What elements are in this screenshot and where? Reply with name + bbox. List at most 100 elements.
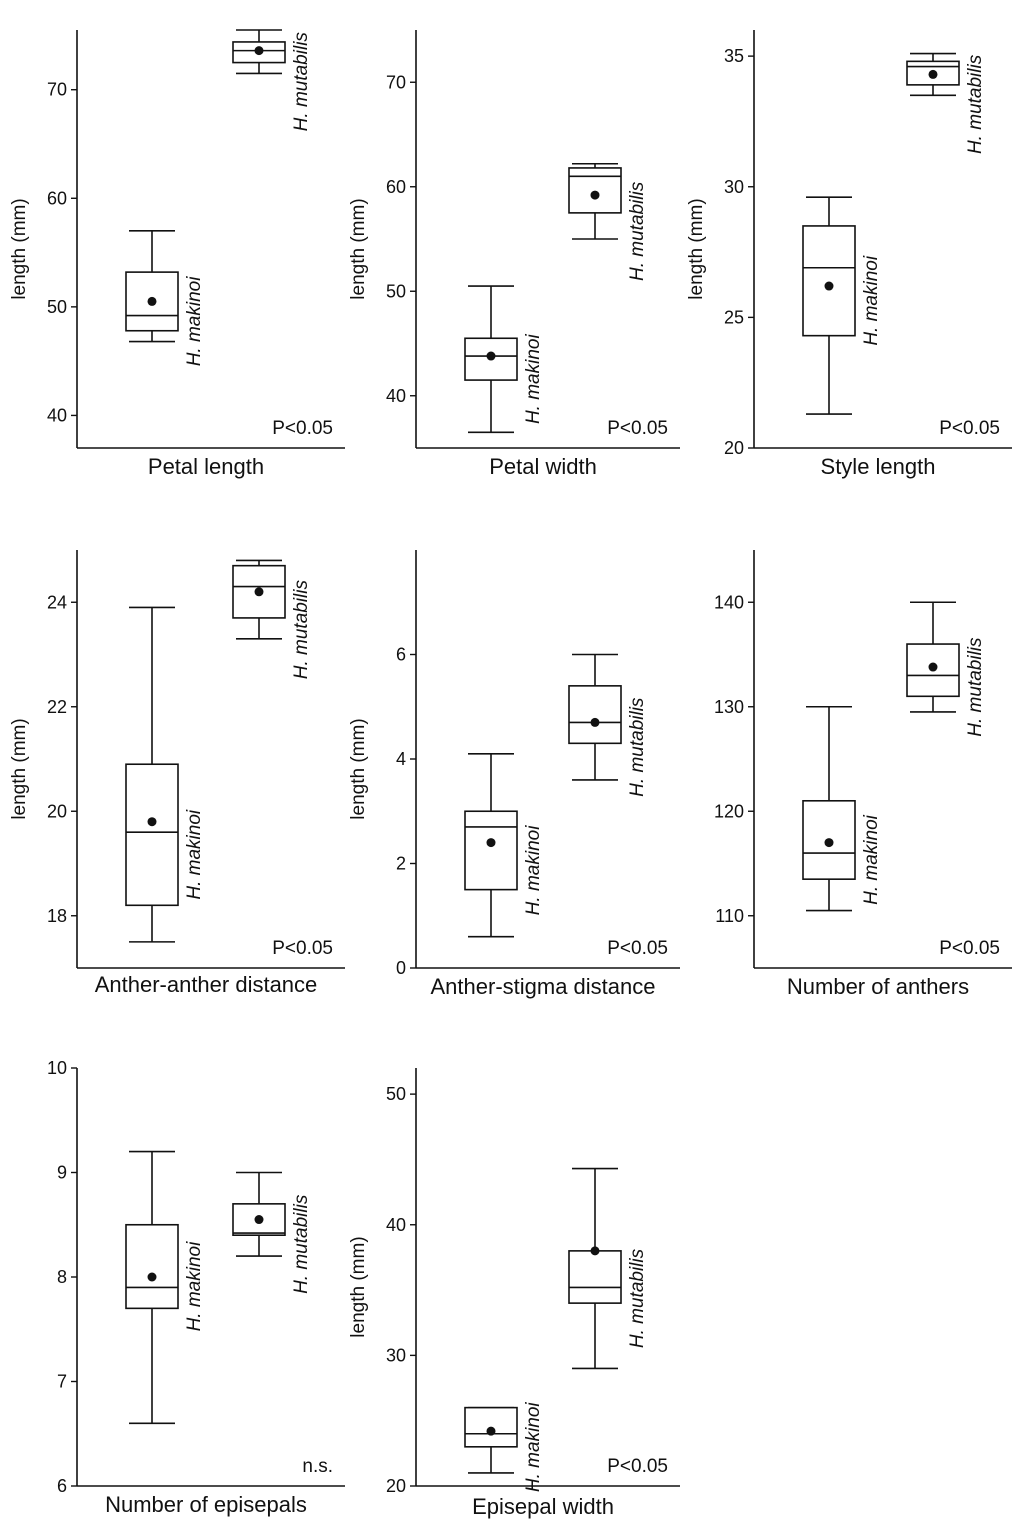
y-tick-label: 8 [57, 1267, 67, 1287]
significance-label: P<0.05 [607, 418, 668, 439]
y-tick-label: 9 [57, 1163, 67, 1183]
mean-point [147, 296, 157, 306]
box-series: H. mutabilis [568, 653, 648, 797]
chart-panel: 110 120 130 140 Number of anthers P<0.05 H. ma… [714, 550, 1012, 999]
mean-point [824, 838, 834, 848]
box-series: H. mutabilis [568, 1167, 648, 1370]
chart-panel: 40 50 60 70 length (mm) Petal length P<0.05 H. … [9, 29, 345, 479]
y-tick-label: 6 [57, 1476, 67, 1496]
mean-point [590, 717, 600, 727]
y-tick-label: 70 [386, 72, 406, 92]
significance-label: P<0.05 [272, 938, 333, 959]
species-label: H. mutabilis [291, 32, 312, 132]
y-tick-label: 140 [714, 592, 744, 612]
y-tick-label: 20 [724, 438, 744, 458]
box-series: H. mutabilis [232, 559, 312, 680]
mean-point [590, 190, 600, 200]
species-label: H. makinoi [523, 1402, 544, 1493]
y-tick-label: 40 [47, 405, 67, 425]
box-series: H. makinoi [802, 196, 882, 415]
chart-panel: 6 7 8 9 10 Number of episepals n.s. H. makinoi H… [47, 1058, 345, 1517]
box-series: H. mutabilis [906, 52, 986, 154]
mean-point [147, 1272, 157, 1282]
box-series: H. mutabilis [232, 29, 312, 132]
iqr-box [568, 685, 622, 745]
iqr-box [802, 225, 856, 337]
significance-label: P<0.05 [272, 418, 333, 439]
y-tick-label: 30 [386, 1345, 406, 1365]
mean-point [486, 1426, 496, 1436]
box-series: H. makinoi [464, 752, 544, 938]
y-tick-label: 60 [47, 188, 67, 208]
y-axis-label: length (mm) [348, 718, 369, 819]
mean-point [486, 838, 496, 848]
y-tick-label: 0 [396, 958, 406, 978]
mean-point [147, 817, 157, 827]
species-label: H. mutabilis [627, 1248, 648, 1348]
x-axis-label: Anther-anther distance [95, 972, 318, 997]
box-series: H. makinoi [464, 285, 544, 434]
y-tick-label: 40 [386, 1215, 406, 1235]
significance-label: P<0.05 [939, 938, 1000, 959]
box-series: H. mutabilis [906, 601, 986, 737]
iqr-box [568, 1250, 622, 1304]
species-label: H. mutabilis [291, 1194, 312, 1294]
y-tick-label: 60 [386, 177, 406, 197]
y-tick-label: 25 [724, 307, 744, 327]
y-tick-label: 10 [47, 1058, 67, 1078]
species-label: H. mutabilis [627, 181, 648, 281]
significance-label: P<0.05 [607, 938, 668, 959]
chart-panel: 20 30 40 50 length (mm) Episepal width P<0.05 H… [348, 1068, 680, 1519]
species-label: H. mutabilis [965, 637, 986, 737]
species-label: H. makinoi [861, 814, 882, 905]
y-tick-label: 70 [47, 80, 67, 100]
mean-point [928, 69, 938, 79]
species-label: H. mutabilis [627, 697, 648, 797]
y-tick-label: 20 [386, 1476, 406, 1496]
species-label: H. makinoi [184, 276, 205, 367]
iqr-box [125, 763, 179, 907]
species-label: H. makinoi [184, 1241, 205, 1332]
x-axis-label: Number of anthers [787, 974, 969, 999]
y-tick-label: 110 [715, 906, 744, 926]
box-series: H. makinoi [464, 1402, 544, 1493]
y-axis-label: length (mm) [686, 198, 707, 299]
mean-point [254, 1215, 264, 1225]
species-label: H. mutabilis [291, 580, 312, 680]
chart-panel: 0 2 4 6 length (mm) Anther-stigma distance P<0… [348, 550, 680, 999]
box-series: H. makinoi [125, 230, 205, 367]
y-tick-label: 2 [396, 854, 406, 874]
iqr-box [464, 810, 518, 891]
y-tick-label: 30 [724, 177, 744, 197]
y-tick-label: 50 [386, 1084, 406, 1104]
mean-point [254, 46, 264, 56]
box-series: H. mutabilis [232, 1171, 312, 1294]
mean-point [254, 587, 264, 597]
significance-label: n.s. [302, 1456, 333, 1477]
y-tick-label: 6 [396, 645, 406, 665]
species-label: H. makinoi [184, 809, 205, 900]
y-tick-label: 7 [57, 1372, 67, 1392]
significance-label: P<0.05 [939, 418, 1000, 439]
iqr-box [464, 1406, 518, 1448]
y-axis-label: length (mm) [9, 198, 30, 299]
x-axis-label: Style length [821, 454, 936, 479]
y-axis-label: length (mm) [348, 198, 369, 299]
species-label: H. mutabilis [965, 54, 986, 154]
y-tick-label: 22 [47, 697, 67, 717]
y-tick-label: 35 [724, 46, 744, 66]
y-tick-label: 120 [714, 801, 744, 821]
significance-label: P<0.05 [607, 1456, 668, 1477]
y-tick-label: 18 [47, 906, 67, 926]
mean-point [928, 662, 938, 672]
species-label: H. makinoi [861, 255, 882, 346]
x-axis-label: Number of episepals [105, 1492, 307, 1517]
y-tick-label: 24 [47, 592, 67, 612]
mean-point [590, 1246, 600, 1256]
box-series: H. makinoi [125, 1150, 205, 1425]
x-axis-label: Petal width [489, 454, 597, 479]
x-axis-label: Petal length [148, 454, 264, 479]
x-axis-label: Episepal width [472, 1494, 614, 1519]
y-tick-label: 4 [396, 749, 406, 769]
